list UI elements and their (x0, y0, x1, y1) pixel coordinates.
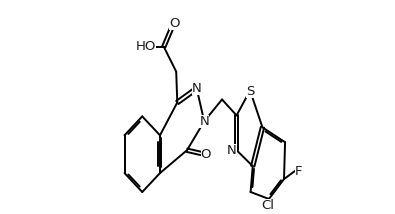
Text: O: O (201, 148, 211, 161)
Text: N: N (192, 82, 201, 95)
Text: Cl: Cl (261, 199, 274, 213)
Text: S: S (246, 85, 254, 98)
Text: O: O (169, 17, 180, 30)
Text: N: N (227, 144, 237, 157)
Text: N: N (199, 115, 209, 128)
Text: F: F (295, 165, 302, 178)
Text: HO: HO (136, 40, 156, 53)
